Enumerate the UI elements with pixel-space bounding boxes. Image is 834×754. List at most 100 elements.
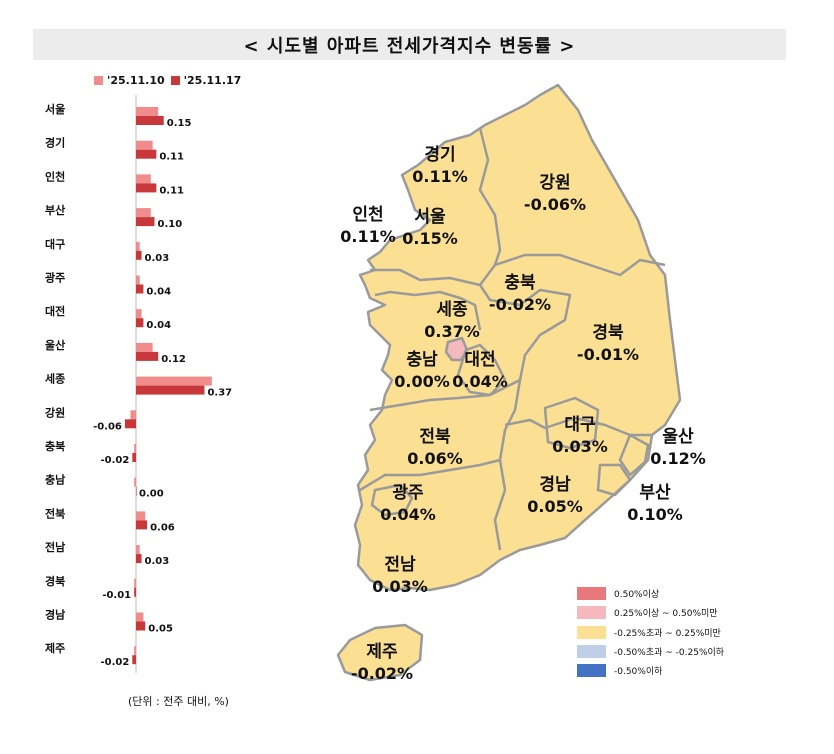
map-sejong <box>444 336 469 362</box>
data-label: 0.11 <box>159 152 184 163</box>
region-name-seoul: 서울 <box>414 207 446 227</box>
bar-1 <box>136 545 140 555</box>
bar-1 <box>134 444 136 453</box>
bar-2 <box>136 318 144 328</box>
bar-2 <box>136 284 144 294</box>
category-label: 충남 <box>45 473 65 487</box>
bar-1 <box>136 612 144 622</box>
map-legend-label-2: 0.25%이상 ~ 0.50%미만 <box>614 609 718 620</box>
border-gwangju <box>370 483 414 517</box>
border-daegu <box>543 396 600 450</box>
bar-2 <box>132 655 136 665</box>
data-label: 0.05 <box>148 624 173 635</box>
data-label: -0.02 <box>100 657 129 668</box>
data-label: 0.04 <box>146 287 171 298</box>
region-value-gyeongnam: 0.05% <box>527 497 583 516</box>
data-label: -0.02 <box>100 455 129 466</box>
region-name-jeju: 제주 <box>366 642 398 662</box>
data-label: 0.04 <box>146 320 171 331</box>
map-legend-row-3: -0.25%초과 ~ 0.25%미만 <box>577 623 724 642</box>
region-value-jeonbuk: 0.06% <box>407 449 463 468</box>
map-legend-swatch-3 <box>577 625 606 639</box>
region-value-gyeonggi: 0.11% <box>412 167 468 186</box>
region-name-daegu: 대구 <box>564 415 596 435</box>
region-value-gangwon: -0.06% <box>524 195 586 214</box>
map-legend-label-3: -0.25%초과 ~ 0.25%미만 <box>614 628 721 639</box>
category-label: 충북 <box>45 439 65 453</box>
map-legend-row-5: -0.50%이하 <box>577 661 724 680</box>
data-label: 0.03 <box>145 556 170 567</box>
region-name-gyeongbuk: 경북 <box>592 323 624 343</box>
bar-1 <box>134 646 136 656</box>
region-name-daejeon: 대전 <box>464 350 495 370</box>
bar-2 <box>136 116 164 125</box>
category-label: 제주 <box>45 641 65 655</box>
region-name-gyeonggi: 경기 <box>424 145 455 165</box>
border-daejeon <box>456 343 507 397</box>
data-label: 0.00 <box>139 489 164 500</box>
region-value-daegu: 0.03% <box>552 437 608 456</box>
legend-swatch-2 <box>170 76 180 85</box>
region-name-gangwon: 강원 <box>539 173 570 193</box>
border-busan <box>596 463 632 497</box>
bar-1 <box>136 275 140 285</box>
data-label: -0.06 <box>93 421 122 432</box>
region-value-gyeongbuk: -0.01% <box>577 345 639 364</box>
map-legend: 0.50%이상 0.25%이상 ~ 0.50%미만 -0.25%초과 ~ 0.2… <box>577 584 724 680</box>
bar-1 <box>130 410 136 420</box>
bar-2 <box>136 486 137 496</box>
bar-1 <box>136 208 151 218</box>
bar-1 <box>134 578 136 588</box>
category-label: 전남 <box>45 540 65 554</box>
border-gangwon-south <box>494 253 666 277</box>
region-name-gyeongnam: 경남 <box>539 475 571 495</box>
border-jeonbuk-south <box>359 458 501 492</box>
data-label: -0.01 <box>102 590 131 601</box>
category-label: 광주 <box>45 272 65 285</box>
region-name-chungbuk: 충북 <box>504 273 536 293</box>
map-legend-row-2: 0.25%이상 ~ 0.50%미만 <box>577 603 724 622</box>
region-value-busan: 0.10% <box>627 505 683 524</box>
region-name-ulsan: 울산 <box>662 427 694 447</box>
category-label: 서울 <box>45 102 65 116</box>
category-label: 경남 <box>45 608 65 622</box>
korea-map: 경기 0.11% 강원 -0.06% 인천 0.11% 서울 0.15% 충북 -0.02% 세종 0… <box>336 83 706 683</box>
bar-chart: 서울 0.15 경기 0.11 인천 0.11 부산 0.10 대구 0.03 광주 0.04 대전 0.… <box>45 95 232 673</box>
bar-2 <box>132 453 136 462</box>
region-name-incheon: 인천 <box>352 205 383 225</box>
bar-1 <box>136 241 140 251</box>
legend-label-1: '25.11.10 <box>107 74 165 87</box>
map-legend-swatch-2 <box>577 606 606 620</box>
border-gyeonggi-gangwon <box>478 127 502 266</box>
bar-2 <box>136 554 142 564</box>
bar-1 <box>136 174 151 184</box>
bar-1 <box>136 309 142 319</box>
border-ulsan <box>618 433 650 477</box>
region-name-jeonbuk: 전북 <box>419 427 451 447</box>
border-chungnam-jeonbuk <box>369 378 521 412</box>
category-label: 강원 <box>45 405 65 419</box>
region-value-chungbuk: -0.02% <box>489 295 551 314</box>
data-label: 0.06 <box>150 522 175 533</box>
data-label: 0.11 <box>159 185 184 196</box>
map-legend-swatch-1 <box>577 587 606 601</box>
bar-2 <box>136 149 157 159</box>
category-label: 부산 <box>45 203 65 217</box>
map-legend-label-5: -0.50%이하 <box>614 667 663 678</box>
region-value-jeju: -0.02% <box>351 664 413 683</box>
category-label: 경기 <box>45 136 65 150</box>
bar-1 <box>136 342 153 352</box>
map-legend-label-4: -0.50%초과 ~ -0.25%이하 <box>614 648 725 659</box>
border-chungbuk <box>478 284 572 381</box>
region-value-gwangju: 0.04% <box>380 505 436 524</box>
region-value-jeonnam: 0.03% <box>372 577 428 596</box>
map-legend-label-1: 0.50%이상 <box>614 590 660 601</box>
region-value-sejong: 0.37% <box>424 322 480 341</box>
data-label: 0.37 <box>207 388 232 399</box>
bar-2 <box>134 587 136 597</box>
region-name-jeonnam: 전남 <box>384 555 416 575</box>
bar-2 <box>136 250 142 260</box>
legend-swatch-1 <box>94 76 103 85</box>
map-legend-row-1: 0.50%이상 <box>577 584 724 603</box>
unit-note: (단위 : 전주 대비, %) <box>128 695 229 708</box>
